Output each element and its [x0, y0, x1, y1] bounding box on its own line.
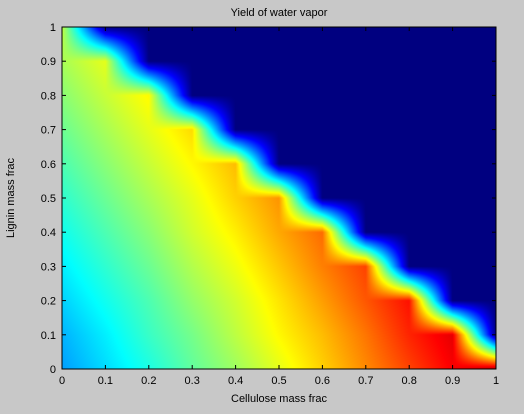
x-tick-label: 0.3	[185, 375, 200, 387]
y-tick-label: 1	[50, 22, 56, 34]
x-tick-label: 0.2	[141, 375, 156, 387]
y-tick-label: 0.6	[41, 159, 56, 171]
plot-area	[62, 27, 496, 369]
x-tick-label: 0.7	[358, 375, 373, 387]
y-axis-label: Lignin mass frac	[5, 157, 17, 238]
heatmap-image	[62, 27, 496, 369]
y-tick-label: 0.1	[41, 330, 56, 342]
x-tick-label: 0.8	[402, 375, 417, 387]
x-tick-label: 0.5	[271, 375, 286, 387]
y-tick-label: 0.2	[41, 296, 56, 308]
x-tick-label: 0.4	[228, 375, 243, 387]
x-tick-label: 0	[59, 375, 65, 387]
x-tick-label: 0.9	[445, 375, 460, 387]
y-tick-label: 0.7	[41, 125, 56, 137]
y-tick-label: 0.9	[41, 56, 56, 68]
y-tick-label: 0.3	[41, 261, 56, 273]
y-tick-label: 0.4	[41, 227, 56, 239]
chart-title: Yield of water vapor	[231, 7, 328, 19]
x-tick-label: 1	[493, 375, 499, 387]
y-tick-label: 0.5	[41, 193, 56, 205]
x-axis-label: Cellulose mass frac	[231, 393, 327, 405]
y-tick-label: 0	[50, 364, 56, 376]
x-tick-label: 0.6	[315, 375, 330, 387]
x-tick-label: 0.1	[98, 375, 113, 387]
y-tick-label: 0.8	[41, 90, 56, 102]
